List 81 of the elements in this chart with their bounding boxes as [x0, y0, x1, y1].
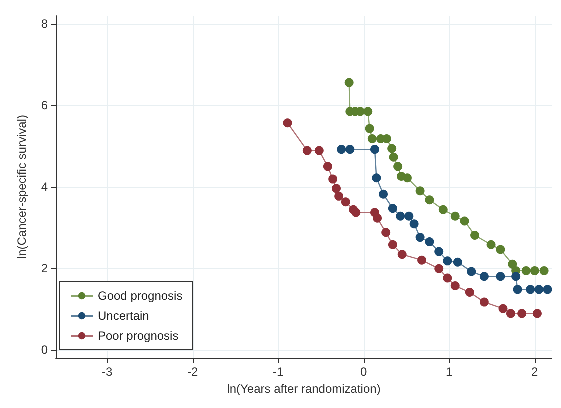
x-tick-label: 0	[360, 365, 368, 380]
point	[352, 208, 361, 218]
point	[425, 238, 434, 247]
x-tick-label: 2	[532, 365, 539, 380]
point	[373, 214, 382, 223]
point	[498, 304, 508, 314]
point	[379, 190, 388, 199]
x-tick-label: -3	[102, 365, 113, 380]
point	[334, 192, 344, 201]
point	[470, 231, 480, 240]
y-tick-label: 4	[41, 180, 48, 194]
point	[543, 285, 552, 294]
y-tick-label: 6	[41, 98, 48, 113]
legend-label: Uncertain	[98, 309, 150, 323]
point	[364, 107, 373, 116]
point	[337, 145, 346, 154]
point	[486, 240, 496, 250]
point	[346, 145, 355, 154]
point	[365, 124, 374, 134]
point	[513, 285, 522, 294]
point	[368, 134, 377, 144]
point	[450, 282, 460, 291]
point	[314, 146, 324, 156]
legend-label: Good prognosis	[98, 289, 183, 303]
point	[283, 118, 292, 128]
x-tick-label: -1	[273, 365, 284, 380]
point	[508, 260, 518, 269]
point	[398, 250, 407, 260]
legend-label: Poor prognosis	[98, 329, 179, 343]
x-tick-label: -2	[187, 365, 198, 380]
point	[480, 298, 489, 307]
point	[518, 309, 527, 318]
point	[389, 152, 398, 162]
point	[443, 274, 452, 283]
point	[382, 228, 391, 238]
point	[394, 162, 403, 172]
point	[467, 267, 476, 276]
point	[530, 266, 540, 276]
point	[526, 285, 536, 294]
point	[402, 174, 412, 183]
point	[344, 78, 354, 88]
point	[323, 162, 332, 172]
point	[341, 198, 350, 207]
point	[534, 285, 544, 294]
y-tick-label: 8	[41, 17, 48, 32]
point	[404, 212, 414, 221]
point	[438, 205, 448, 214]
point	[453, 258, 462, 267]
point	[372, 174, 382, 183]
point	[332, 184, 341, 194]
x-tick-label: 1	[446, 365, 454, 380]
point	[416, 233, 425, 242]
point	[434, 247, 444, 256]
point	[443, 256, 452, 266]
point	[480, 272, 489, 282]
point	[496, 245, 506, 254]
point	[370, 145, 380, 154]
y-tick-label: 2	[41, 262, 48, 276]
y-tick-label: 0	[41, 342, 48, 357]
point	[388, 204, 398, 214]
point	[506, 309, 516, 318]
point	[416, 186, 425, 196]
point	[302, 146, 312, 156]
point	[410, 220, 419, 229]
point	[328, 174, 338, 184]
point	[418, 256, 427, 265]
point	[388, 144, 397, 154]
point	[450, 212, 460, 221]
y-axis-title: ln(Cancer-specific survival)	[15, 115, 29, 260]
x-axis-title: ln(Years after randomization)	[227, 382, 381, 396]
point	[540, 266, 549, 276]
point	[522, 266, 531, 276]
point	[460, 216, 470, 226]
point	[388, 240, 398, 250]
point	[465, 288, 474, 298]
point	[434, 264, 444, 274]
point	[512, 272, 521, 282]
point	[396, 212, 406, 221]
point	[532, 309, 542, 318]
point	[425, 196, 434, 205]
point	[496, 272, 506, 282]
